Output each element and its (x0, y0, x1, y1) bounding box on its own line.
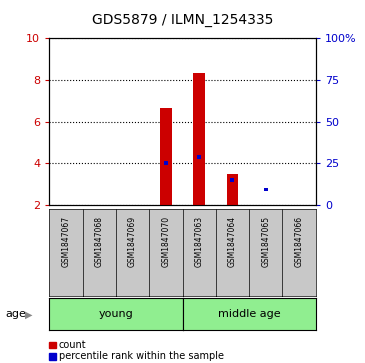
Text: middle age: middle age (218, 309, 280, 319)
Bar (193, 73, 205, 205)
Text: GSM1847064: GSM1847064 (228, 216, 237, 267)
Bar (164, 162, 168, 165)
Text: GDS5879 / ILMN_1254335: GDS5879 / ILMN_1254335 (92, 13, 273, 28)
Text: GSM1847068: GSM1847068 (95, 216, 104, 267)
Text: count: count (59, 340, 87, 350)
Text: age: age (5, 309, 26, 319)
Text: GSM1847067: GSM1847067 (61, 216, 70, 267)
Bar (160, 108, 172, 205)
Text: GSM1847065: GSM1847065 (261, 216, 270, 267)
Text: GSM1847066: GSM1847066 (295, 216, 304, 267)
Bar (230, 178, 234, 182)
Bar (197, 155, 201, 159)
Bar (227, 174, 238, 205)
Text: GSM1847069: GSM1847069 (128, 216, 137, 267)
Text: ▶: ▶ (25, 309, 32, 319)
Bar (264, 188, 268, 191)
Text: percentile rank within the sample: percentile rank within the sample (59, 351, 224, 362)
Text: GSM1847070: GSM1847070 (161, 216, 170, 267)
Text: GSM1847063: GSM1847063 (195, 216, 204, 267)
Text: young: young (99, 309, 133, 319)
